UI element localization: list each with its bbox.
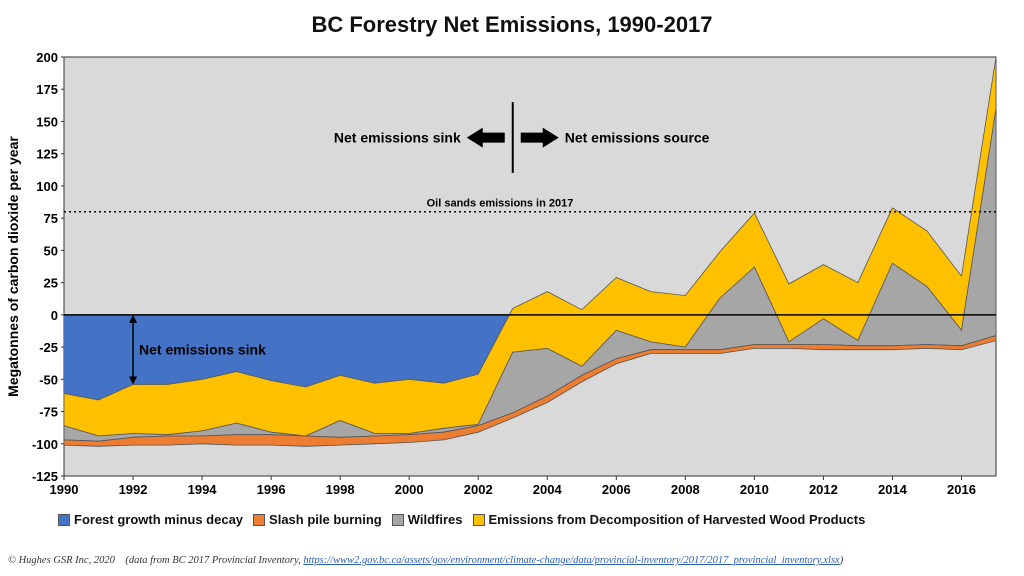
legend-label: Forest growth minus decay	[74, 512, 244, 527]
x-tick-label: 2012	[809, 482, 838, 497]
sink-bracket-bottom-arrow-icon	[129, 376, 138, 385]
x-tick-label: 1996	[257, 482, 286, 497]
y-tick-label: 75	[44, 211, 58, 226]
y-tick-label: 50	[44, 243, 58, 258]
y-tick-label: -50	[39, 372, 58, 387]
y-tick-label: 100	[36, 179, 58, 194]
y-tick-label: 25	[44, 276, 58, 291]
legend-item: Slash pile burning	[253, 512, 382, 527]
x-tick-label: 1994	[188, 482, 218, 497]
series-forest-growth-area	[64, 314, 510, 400]
x-tick-label: 2014	[878, 482, 908, 497]
footer: © Hughes GSR Inc, 2020 (data from BC 201…	[8, 555, 843, 566]
x-tick-label: 2002	[464, 482, 493, 497]
source-arrow-icon	[520, 127, 559, 148]
x-tick-label: 2008	[671, 482, 700, 497]
footer-credit: © Hughes GSR Inc, 2020	[8, 555, 115, 566]
legend: Forest growth minus decay Slash pile burn…	[58, 512, 988, 527]
sink-bracket-label: Net emissions sink	[139, 342, 266, 358]
x-tick-label: 2010	[740, 482, 769, 497]
legend-swatch	[391, 513, 404, 526]
chart-svg: Oil sands emissions in 2017 Net emissions…	[5, 50, 997, 497]
x-tick-label: 1990	[50, 482, 79, 497]
series-slash-pile-area	[63, 334, 997, 447]
legend-swatch	[472, 513, 485, 526]
legend-label: Wildfires	[407, 512, 463, 527]
y-tick-label: -75	[39, 405, 58, 420]
y-tick-label: 175	[36, 82, 58, 97]
y-tick-label: -125	[32, 469, 58, 484]
y-tick-label: 0	[51, 308, 58, 323]
footer-source-prefix: (data from BC 2017 Provincial Inventory,	[125, 555, 301, 566]
oil-sands-label: Oil sands emissions in 2017	[427, 198, 574, 210]
y-tick-label: -100	[32, 437, 58, 452]
legend-item: Forest growth minus decay	[58, 512, 243, 527]
x-tick-label: 1992	[119, 482, 148, 497]
sink-arrow-icon	[466, 127, 505, 148]
chart-title: BC Forestry Net Emissions, 1990-2017	[311, 12, 713, 37]
y-tick-label: -25	[39, 340, 58, 355]
legend-swatch	[58, 513, 70, 526]
x-tick-label: 1998	[326, 482, 355, 497]
legend-label: Slash pile burning	[269, 512, 382, 527]
x-tick-label: 2004	[533, 482, 563, 497]
legend-item: Wildfires	[391, 512, 463, 527]
y-tick-label: 125	[36, 147, 58, 162]
x-tick-label: 2000	[395, 482, 424, 497]
legend-swatch	[253, 513, 266, 526]
x-tick-label: 2016	[947, 482, 976, 497]
source-arrow-label: Net emissions source	[565, 130, 710, 146]
y-tick-label: 150	[36, 114, 58, 129]
footer-source-link[interactable]: https://www2.gov.bc.ca/assets/gov/enviro…	[303, 555, 840, 566]
sink-arrow-label: Net emissions sink	[334, 130, 461, 146]
x-tick-label: 2006	[602, 482, 631, 497]
sink-bracket-top-arrow-icon	[129, 314, 138, 323]
y-tick-label: 200	[36, 50, 58, 65]
footer-source-suffix: )	[839, 555, 844, 566]
y-axis-label: Megatonnes of carbon dioxide per year	[5, 136, 21, 397]
legend-label: Emissions from Decomposition of Harveste…	[488, 512, 866, 527]
legend-item: Emissions from Decomposition of Harveste…	[472, 512, 866, 527]
